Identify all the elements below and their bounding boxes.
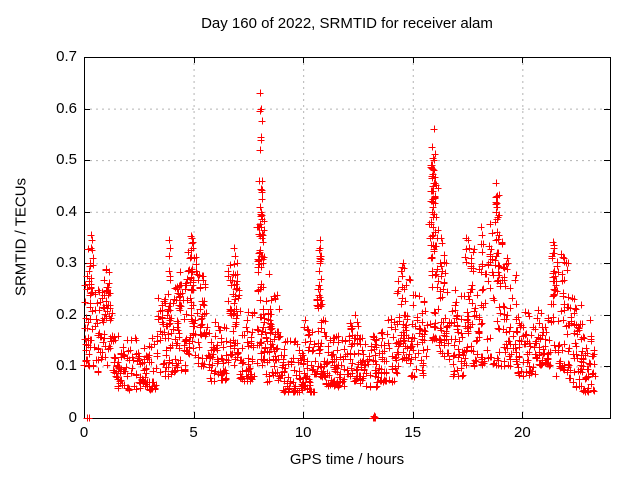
y-tick-label: 0 [68, 409, 77, 426]
x-tick-label: 10 [294, 424, 312, 441]
x-tick-label: 0 [79, 424, 89, 441]
x-tick-label: 20 [513, 424, 531, 441]
y-tick-label: 0.7 [56, 48, 77, 65]
y-tick-label: 0.2 [56, 305, 77, 323]
y-tick-label: 0.6 [56, 99, 77, 117]
plot-frame [84, 57, 611, 419]
x-tick-label: 5 [189, 424, 198, 441]
x-tick-label: 15 [404, 424, 422, 441]
y-tick-label: 0.4 [56, 202, 77, 220]
scatter-points [80, 89, 599, 422]
x-axis-label: GPS time / hours [289, 451, 405, 468]
y-tick-label: 0.5 [56, 151, 77, 169]
y-tick-label: 0.3 [56, 254, 77, 272]
chart-title: Day 160 of 2022, SRMTID for receiver ala… [201, 15, 493, 32]
y-tick-label: 0.1 [56, 357, 77, 375]
